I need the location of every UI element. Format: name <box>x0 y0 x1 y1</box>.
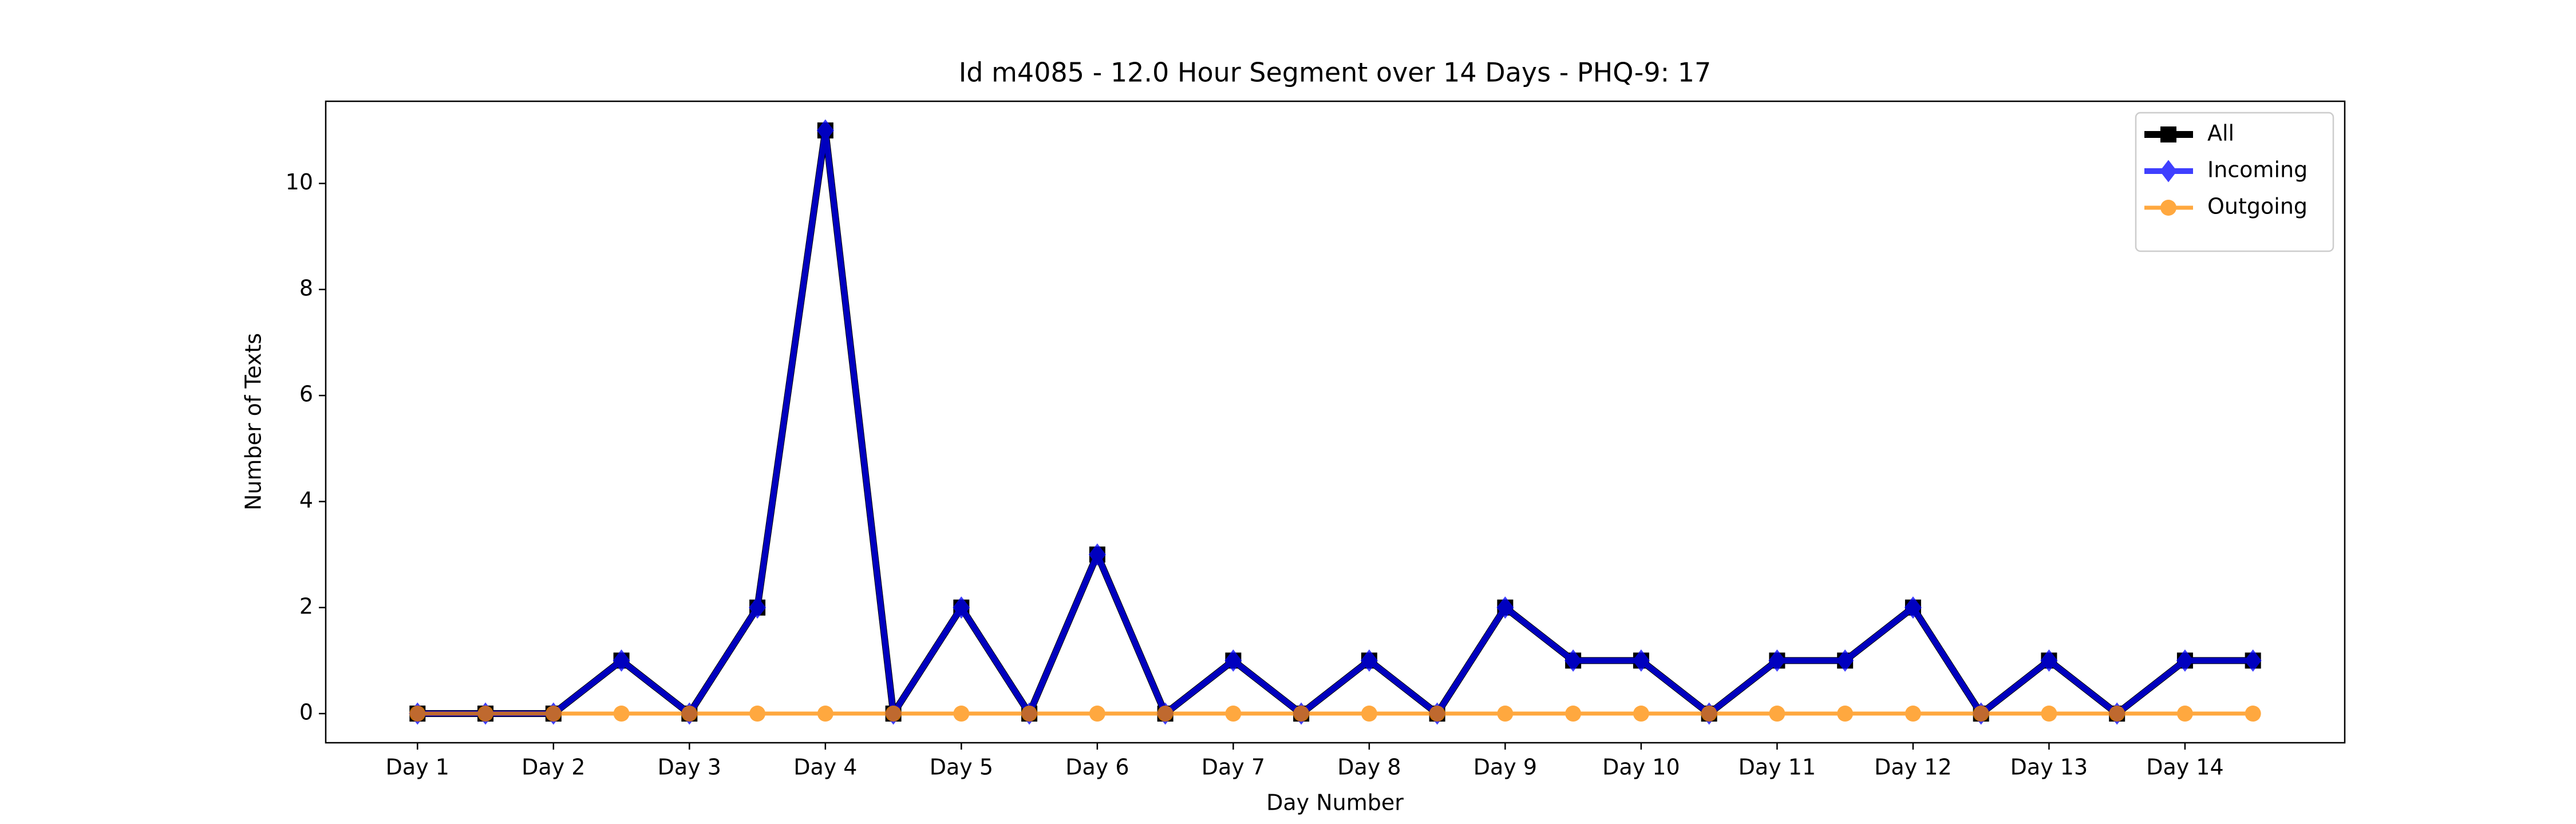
marker <box>613 649 630 672</box>
series <box>409 706 2261 722</box>
marker <box>1224 649 1242 672</box>
marker <box>1904 596 1922 619</box>
series-line <box>417 127 2253 717</box>
marker <box>749 706 766 722</box>
marker <box>1905 706 1921 722</box>
marker <box>1836 649 1854 672</box>
legend-item <box>2144 160 2193 183</box>
y-tick-label: 8 <box>299 275 313 300</box>
x-tick-label: Day 9 <box>1473 755 1537 780</box>
marker <box>2160 200 2176 216</box>
marker <box>2245 706 2261 722</box>
marker <box>885 706 902 722</box>
x-tick-label: Day 4 <box>793 755 857 780</box>
marker <box>1088 543 1106 566</box>
marker <box>1633 706 1649 722</box>
x-tick-label: Day 2 <box>521 755 585 780</box>
marker <box>1565 706 1582 722</box>
marker <box>1157 706 1174 722</box>
y-tick-label: 6 <box>299 382 313 407</box>
marker <box>1496 596 1514 619</box>
y-axis-label: Number of Texts <box>241 333 266 510</box>
marker <box>816 119 834 142</box>
marker <box>2160 160 2177 183</box>
x-tick-label: Day 7 <box>1202 755 1265 780</box>
marker <box>1361 706 1377 722</box>
marker <box>681 706 698 722</box>
plot-frame <box>325 100 2346 744</box>
marker <box>953 706 970 722</box>
marker <box>477 706 494 722</box>
marker <box>2244 649 2262 672</box>
legend-label: Incoming <box>2207 157 2308 183</box>
x-axis-label: Day Number <box>1266 790 1404 815</box>
y-tick-label: 10 <box>286 169 313 195</box>
x-tick-label: Day 6 <box>1065 755 1129 780</box>
chart-title: Id m4085 - 12.0 Hour Segment over 14 Day… <box>959 57 1712 88</box>
legend-item <box>2144 200 2193 216</box>
marker <box>1021 706 1038 722</box>
marker <box>1225 706 1242 722</box>
marker <box>1089 706 1105 722</box>
x-tick-label: Day 10 <box>1602 755 1680 780</box>
series <box>409 122 2261 722</box>
marker <box>545 706 562 722</box>
marker <box>613 706 630 722</box>
x-tick-label: Day 1 <box>386 755 449 780</box>
marker <box>1768 649 1786 672</box>
x-tick-label: Day 12 <box>1874 755 1951 780</box>
marker <box>1769 706 1785 722</box>
marker <box>2040 649 2058 672</box>
marker <box>2176 649 2194 672</box>
marker <box>2176 706 2193 722</box>
x-tick-label: Day 8 <box>1337 755 1401 780</box>
y-tick-label: 2 <box>299 593 313 619</box>
series-line <box>417 126 2253 718</box>
legend-label: Outgoing <box>2207 194 2308 219</box>
marker <box>817 706 833 722</box>
x-tick-label: Day 3 <box>658 755 721 780</box>
marker <box>2160 126 2176 142</box>
marker <box>1973 706 1989 722</box>
marker <box>2041 706 2057 722</box>
y-tick-label: 0 <box>299 700 313 725</box>
marker <box>409 706 426 722</box>
marker <box>749 596 767 619</box>
marker <box>1429 706 1445 722</box>
marker <box>1564 649 1582 672</box>
marker <box>2109 706 2125 722</box>
marker <box>1293 706 1310 722</box>
x-tick-label: Day 5 <box>930 755 993 780</box>
y-tick-label: 4 <box>299 488 313 513</box>
series <box>409 119 2262 725</box>
marker <box>1497 706 1514 722</box>
legend-box <box>2135 112 2334 252</box>
legend-label: All <box>2207 121 2234 146</box>
x-tick-label: Day 14 <box>2146 755 2223 780</box>
marker <box>1360 649 1378 672</box>
marker <box>953 596 970 619</box>
marker <box>1701 706 1717 722</box>
marker <box>1632 649 1650 672</box>
x-tick-label: Day 13 <box>2010 755 2088 780</box>
legend-item <box>2144 126 2193 142</box>
marker <box>1837 706 1854 722</box>
x-tick-label: Day 11 <box>1739 755 1816 780</box>
